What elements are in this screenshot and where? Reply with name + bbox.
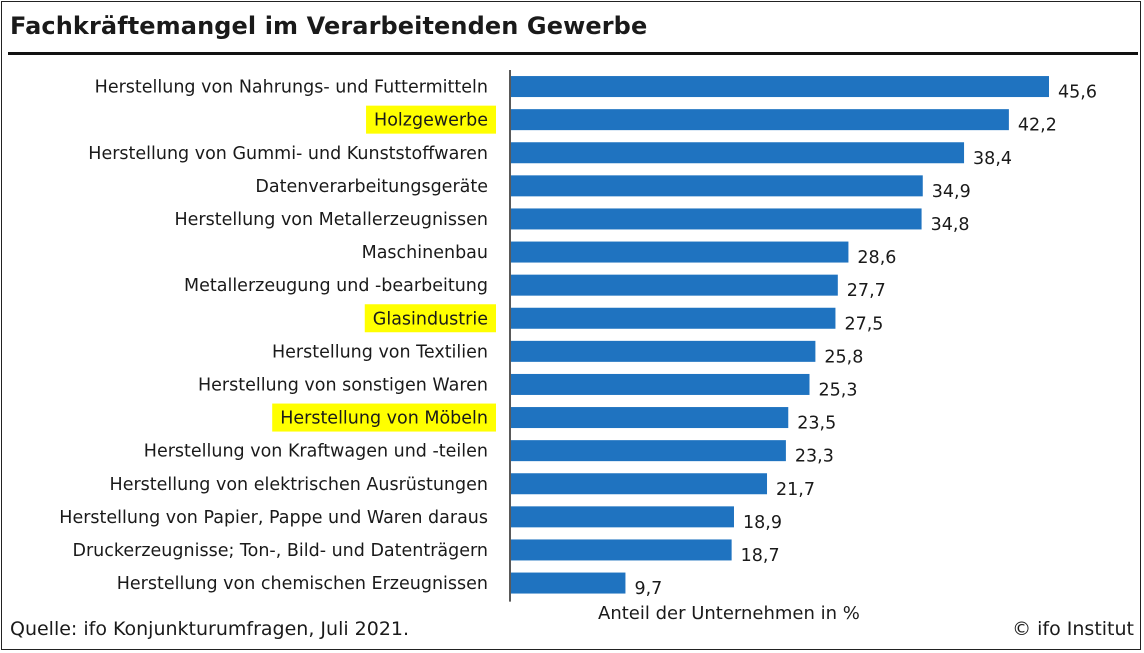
category-highlight [272, 403, 496, 432]
copyright-note: © ifo Institut [1012, 618, 1134, 640]
category-label: Herstellung von Nahrungs- und Futtermitt… [95, 78, 488, 98]
value-label: 42,2 [1018, 116, 1057, 136]
category-label: Druckerzeugnisse; Ton-, Bild- und Datent… [73, 541, 489, 561]
bar [511, 506, 734, 528]
category-label: Metallerzeugung und -bearbeitung [184, 276, 488, 296]
bar [511, 109, 1009, 131]
value-label: 45,6 [1058, 83, 1097, 103]
value-label: 27,5 [844, 314, 883, 334]
category-highlight [366, 105, 496, 134]
title-divider [8, 52, 1138, 55]
category-label: Holzgewerbe [374, 111, 488, 131]
category-label: Herstellung von chemischen Erzeugnissen [117, 574, 488, 594]
value-label: 25,3 [818, 380, 857, 400]
bar [511, 241, 849, 263]
category-label: Herstellung von elektrischen Ausrüstunge… [110, 475, 488, 495]
bar [511, 539, 732, 561]
value-label: 23,5 [797, 414, 836, 434]
bar [511, 274, 838, 296]
value-label: 23,3 [795, 447, 834, 467]
bar [511, 307, 836, 329]
value-label: 34,8 [931, 215, 970, 235]
category-label: Herstellung von Metallerzeugnissen [175, 210, 489, 230]
category-label: Herstellung von Textilien [272, 342, 488, 362]
category-label: Datenverarbeitungsgeräte [255, 177, 488, 197]
source-note: Quelle: ifo Konjunkturumfragen, Juli 202… [10, 618, 410, 640]
value-label: 18,7 [741, 546, 780, 566]
value-label: 18,9 [743, 513, 782, 533]
chart-title: Fachkräftemangel im Verarbeitenden Gewer… [10, 12, 648, 40]
value-label: 38,4 [973, 149, 1012, 169]
value-label: 27,7 [847, 281, 886, 301]
category-label: Herstellung von Kraftwagen und -teilen [144, 442, 488, 462]
bar [511, 440, 786, 462]
value-label: 28,6 [857, 248, 896, 268]
category-label: Maschinenbau [362, 243, 488, 263]
bar [511, 142, 965, 164]
category-label: Glasindustrie [373, 309, 488, 329]
category-highlight [364, 304, 496, 333]
bar [511, 473, 768, 495]
value-label: 21,7 [776, 480, 815, 500]
bar [511, 175, 923, 197]
bar [511, 407, 789, 429]
bar [511, 208, 922, 230]
value-label: 9,7 [634, 579, 662, 599]
category-label: Herstellung von Möbeln [280, 409, 488, 429]
category-label: Herstellung von sonstigen Waren [198, 375, 488, 395]
value-label: 34,9 [932, 182, 971, 202]
value-label: 25,8 [824, 347, 863, 367]
category-label: Herstellung von Papier, Pappe und Waren … [59, 508, 488, 528]
bar [511, 76, 1049, 98]
x-axis-label: Anteil der Unternehmen in % [598, 603, 860, 624]
bar [511, 373, 810, 395]
bar [511, 572, 626, 594]
bar [511, 340, 816, 362]
category-label: Herstellung von Gummi- und Kunststoffwar… [88, 144, 488, 164]
